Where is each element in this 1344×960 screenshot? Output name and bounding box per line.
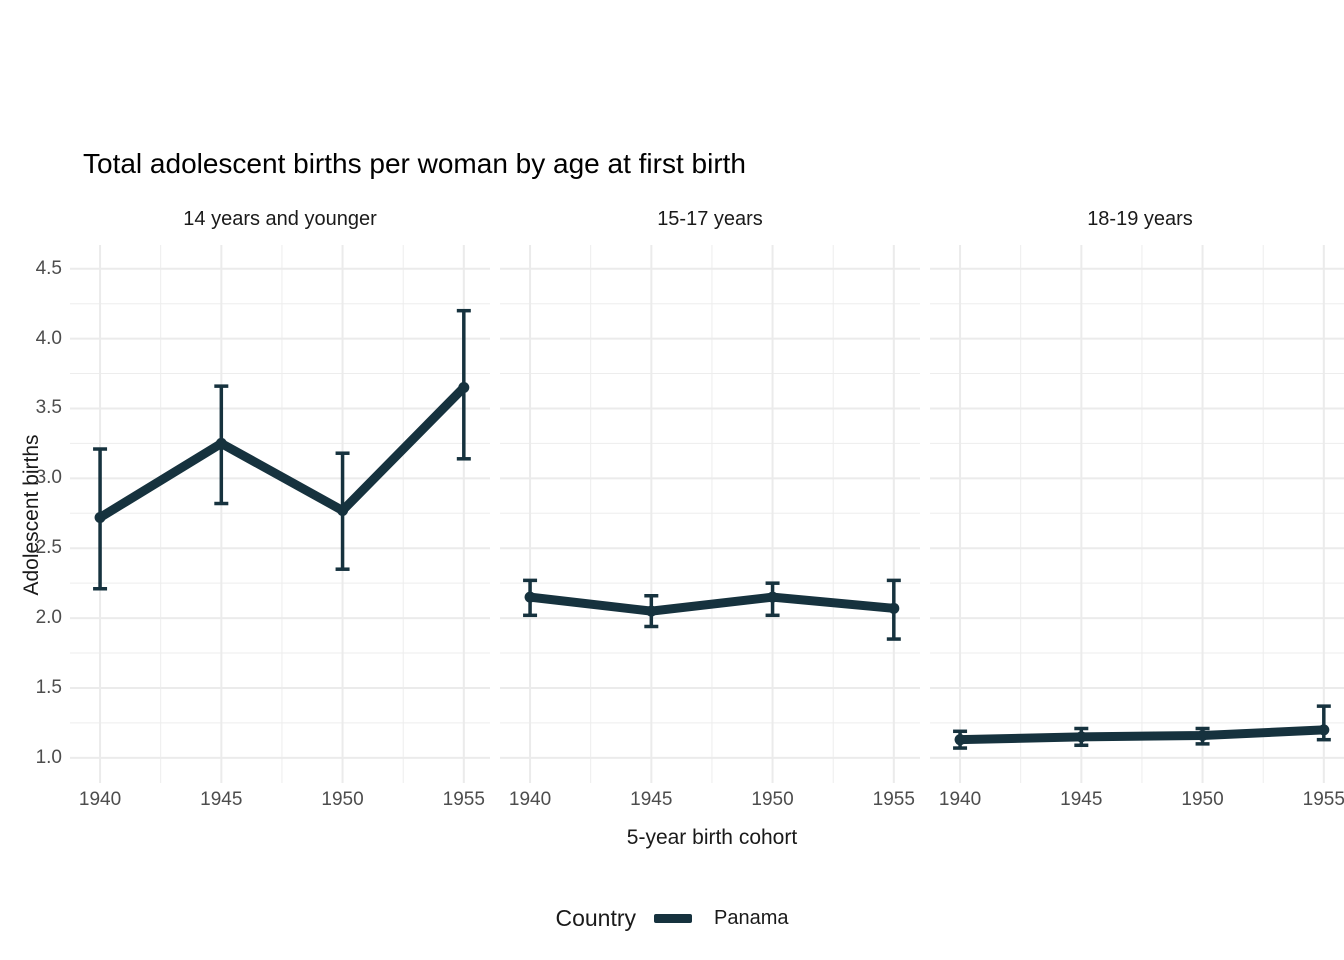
data-point: [1318, 724, 1330, 736]
y-axis-title: Adolescent births: [20, 434, 43, 596]
x-tick-label: 1945: [200, 789, 243, 810]
data-point: [1197, 729, 1209, 741]
y-tick-label: 4.0: [35, 327, 62, 349]
data-point: [954, 734, 966, 746]
data-point: [888, 602, 900, 614]
series-line-panama: [97, 384, 468, 522]
series-line-panama: [959, 725, 1325, 745]
legend: Country Panama: [0, 905, 1344, 932]
y-tick-label: 4.5: [35, 257, 62, 279]
legend-entry-label: Panama: [714, 907, 789, 929]
facet-strip-14-and-younger: 14 years and younger: [183, 208, 377, 230]
legend-key-swatch: [654, 914, 693, 923]
x-tick-label: 1945: [630, 789, 673, 810]
x-tick-label: 1955: [872, 789, 915, 810]
x-axis-title: 5-year birth cohort: [626, 826, 798, 849]
y-tick-label: 3.5: [35, 397, 62, 419]
data-point: [337, 505, 349, 517]
chart-title: Total adolescent births per woman by age…: [83, 148, 747, 179]
data-point: [524, 591, 536, 603]
facet-panel-15-17: [500, 245, 920, 783]
x-tick-label: 1950: [1181, 789, 1224, 810]
y-tick-label: 1.5: [35, 676, 62, 698]
x-tick-label: 1940: [508, 789, 552, 810]
y-tick-label: 3.0: [35, 467, 62, 489]
y-tick-label: 2.5: [35, 537, 62, 559]
x-tick-label: 1940: [938, 789, 982, 810]
data-point: [767, 591, 779, 603]
data-point: [458, 382, 470, 394]
y-tick-label: 1.0: [35, 746, 62, 768]
x-tick-label: 1945: [1060, 789, 1103, 810]
data-point: [94, 511, 106, 523]
facet-strip-18-19: 18-19 years: [1087, 208, 1193, 230]
data-point: [645, 605, 657, 617]
facet-panel-14-and-younger: [70, 245, 490, 783]
x-tick-label: 1940: [78, 789, 122, 810]
y-tick-label: 2.0: [35, 607, 62, 629]
series-line-panama: [529, 592, 895, 616]
x-tick-label: 1955: [1302, 789, 1344, 810]
data-point: [1075, 731, 1087, 743]
legend-title: Country: [555, 905, 637, 931]
x-tick-label: 1955: [442, 789, 485, 810]
data-point: [215, 437, 227, 449]
x-tick-label: 1950: [321, 789, 364, 810]
x-tick-label: 1950: [751, 789, 794, 810]
facet-strip-15-17: 15-17 years: [657, 208, 763, 230]
facet-panel-18-19: [930, 245, 1344, 783]
